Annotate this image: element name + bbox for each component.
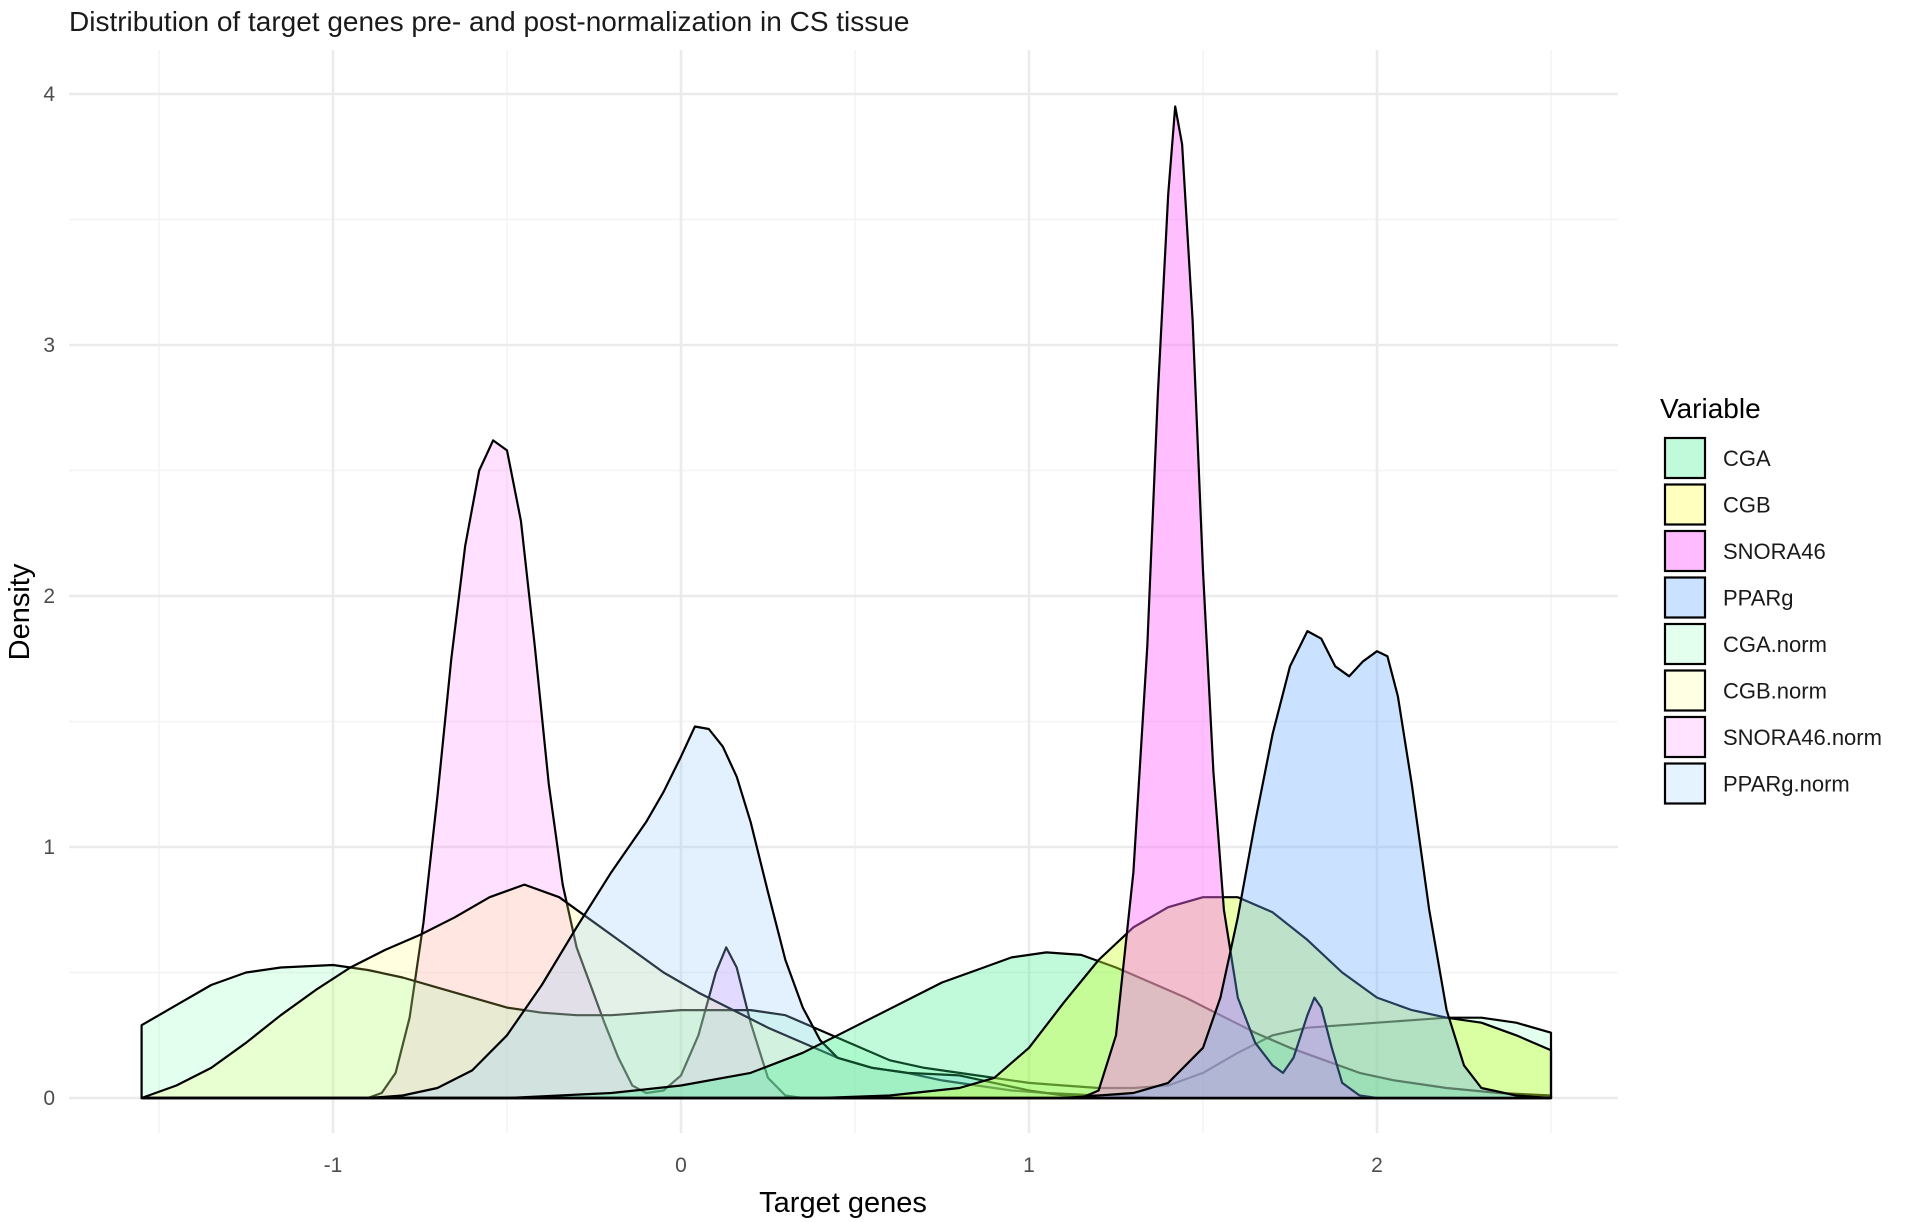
legend-key-background xyxy=(1664,623,1706,665)
y-tick-label: 3 xyxy=(43,334,55,357)
legend-key-swatch xyxy=(1663,436,1707,480)
legend-item-snora46: SNORA46 xyxy=(1663,529,1826,573)
density-area-pparg xyxy=(140,630,1553,1100)
legend-label: CGA.norm xyxy=(1723,632,1827,657)
chart-title: Distribution of target genes pre- and po… xyxy=(69,6,909,37)
legend-key-swatch xyxy=(1663,483,1707,526)
x-tick-label: -1 xyxy=(324,1154,343,1177)
y-tick-label: 1 xyxy=(43,836,55,859)
density-area-snora46-norm xyxy=(140,439,1553,1100)
legend-item-cgb-norm: CGB.norm xyxy=(1663,669,1827,712)
x-tick-label: 1 xyxy=(1023,1154,1035,1177)
x-tick-label: 0 xyxy=(675,1154,687,1177)
density-area-cgb xyxy=(140,896,1553,1100)
y-tick-label: 2 xyxy=(43,585,55,608)
legend-item-cga: CGA xyxy=(1663,436,1771,480)
legend-label: SNORA46 xyxy=(1723,539,1826,564)
legend-key-swatch xyxy=(1663,576,1707,619)
density-series xyxy=(140,105,1553,1100)
legend-key-background xyxy=(1664,437,1706,479)
legend-item-snora46-norm: SNORA46.norm xyxy=(1663,715,1882,759)
legend-key-background xyxy=(1664,669,1706,712)
legend: Variable CGA CGB SNORA46 PPARg CGA.norm CGB.n… xyxy=(1660,393,1882,805)
legend-item-cga-norm: CGA.norm xyxy=(1663,622,1827,666)
legend-label: CGA xyxy=(1723,446,1771,471)
legend-label: PPARg xyxy=(1723,586,1794,611)
y-axis-title: Density xyxy=(4,563,36,660)
legend-key-background xyxy=(1664,762,1706,805)
legend-key-swatch xyxy=(1663,669,1707,712)
density-area-pparg-norm xyxy=(140,725,1553,1100)
density-area-cga-norm xyxy=(140,963,1553,1100)
legend-key-swatch xyxy=(1663,762,1707,805)
legend-key-swatch xyxy=(1663,715,1707,759)
legend-item-cgb: CGB xyxy=(1663,483,1771,526)
legend-key-swatch xyxy=(1663,622,1707,666)
legend-item-pparg-norm: PPARg.norm xyxy=(1663,762,1850,805)
legend-key-background xyxy=(1664,716,1706,758)
legend-items: CGA CGB SNORA46 PPARg CGA.norm CGB.norm SNORA4… xyxy=(1663,436,1882,805)
legend-label: SNORA46.norm xyxy=(1723,725,1882,750)
legend-key-background xyxy=(1664,483,1706,526)
x-tick-label: 2 xyxy=(1371,1154,1383,1177)
legend-item-pparg: PPARg xyxy=(1663,576,1794,619)
density-area-cgb-norm xyxy=(140,883,1553,1100)
y-tick-label: 4 xyxy=(43,83,55,106)
y-tick-label: 0 xyxy=(43,1087,55,1110)
legend-key-background xyxy=(1664,576,1706,619)
minor-gridlines xyxy=(69,50,1618,1133)
legend-label: PPARg.norm xyxy=(1723,772,1850,797)
x-axis-title: Target genes xyxy=(759,1187,927,1219)
legend-key-background xyxy=(1664,530,1706,572)
x-axis-tick-labels: -1 0 1 2 xyxy=(324,1154,1383,1177)
legend-title: Variable xyxy=(1660,393,1761,424)
legend-key-swatch xyxy=(1663,529,1707,573)
y-axis-tick-labels: 0 1 2 3 4 xyxy=(43,83,55,1110)
legend-label: CGB.norm xyxy=(1723,679,1827,704)
legend-label: CGB xyxy=(1723,493,1771,518)
